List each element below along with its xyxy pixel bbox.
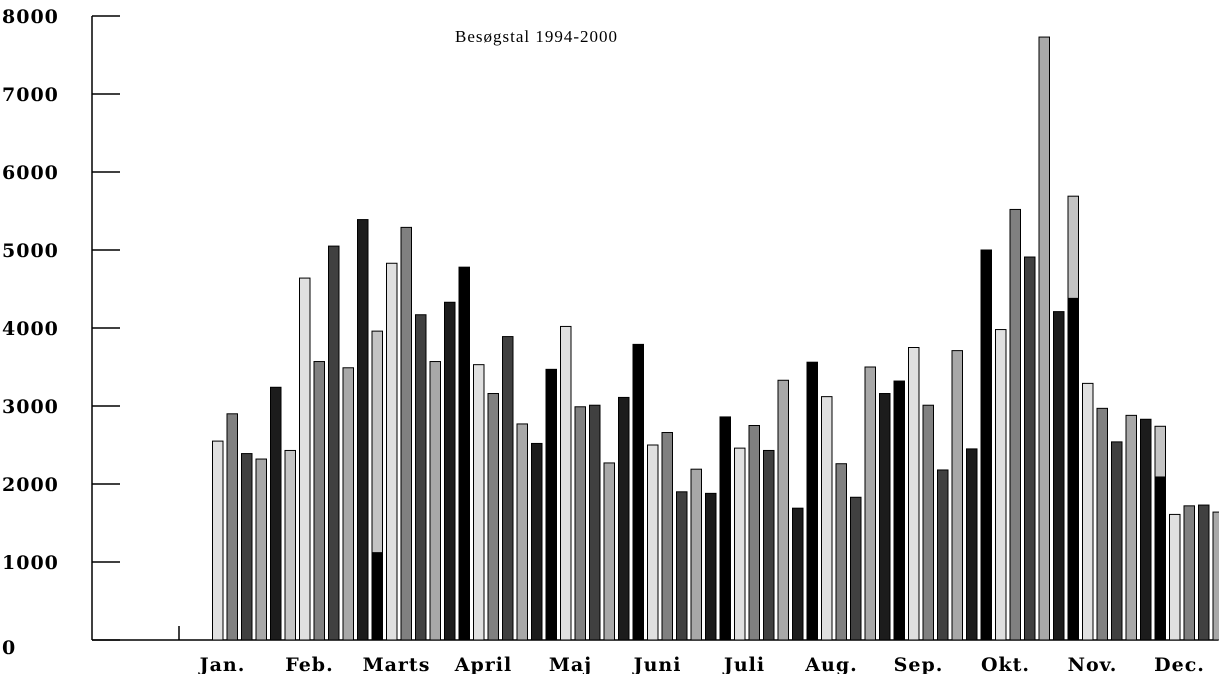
x-category-label: Aug. — [804, 654, 857, 674]
bar — [1169, 513, 1181, 641]
bar — [792, 507, 804, 641]
bar — [415, 314, 427, 641]
y-tick-label: 3000 — [2, 396, 59, 418]
bar — [357, 219, 369, 641]
y-tick-label: 8000 — [2, 6, 59, 28]
bar — [1183, 505, 1195, 641]
chart-title: Besøgstal 1994-2000 — [455, 27, 618, 46]
x-category-label: Feb. — [285, 654, 333, 674]
bar — [763, 449, 775, 641]
bar — [1067, 297, 1079, 641]
x-category-label: Juni — [632, 654, 682, 674]
bar — [705, 492, 717, 641]
bar — [400, 226, 412, 641]
bar — [386, 262, 398, 641]
bar — [328, 245, 340, 641]
bar — [371, 552, 383, 641]
bar — [850, 496, 862, 641]
bar — [1082, 382, 1094, 641]
y-tick-label: 2000 — [2, 474, 59, 496]
y-tick-label: 0 — [2, 637, 16, 659]
bar — [545, 368, 557, 641]
bar — [690, 468, 702, 641]
x-category-label: Okt. — [981, 654, 1030, 674]
bar — [270, 386, 282, 641]
bar — [879, 393, 891, 641]
bar — [531, 442, 543, 641]
bar — [444, 301, 456, 641]
bar — [1053, 311, 1065, 641]
bar — [632, 343, 644, 641]
y-tick-label: 5000 — [2, 240, 59, 262]
bar — [502, 336, 514, 641]
x-category-label: Sep. — [894, 654, 944, 674]
x-category-label: Marts — [363, 654, 431, 674]
y-tick-label: 4000 — [2, 318, 59, 340]
x-category-label: April — [454, 654, 512, 674]
bar — [226, 413, 238, 641]
x-category-label: Juli — [722, 654, 765, 674]
bar — [777, 379, 789, 641]
bar — [284, 449, 296, 641]
bar — [255, 458, 267, 641]
y-tick-label: 1000 — [2, 552, 59, 574]
bar — [1009, 208, 1021, 641]
bar — [966, 448, 978, 641]
bar — [748, 425, 760, 641]
bar — [922, 404, 934, 641]
bar — [342, 367, 354, 641]
x-category-label: Nov. — [1068, 654, 1118, 674]
y-tick-label: 6000 — [2, 162, 59, 184]
bar — [647, 444, 659, 641]
bar — [908, 347, 920, 641]
bar — [618, 396, 630, 641]
bar — [313, 361, 325, 641]
bar — [516, 423, 528, 641]
bar — [1212, 511, 1219, 641]
bar — [473, 364, 485, 641]
bar — [1111, 441, 1123, 641]
bar — [458, 266, 470, 641]
bar — [1096, 407, 1108, 641]
bar — [719, 416, 731, 641]
bar — [806, 361, 818, 641]
bar — [299, 277, 311, 641]
bar — [951, 350, 963, 641]
bar — [1038, 36, 1050, 641]
bar — [835, 463, 847, 641]
y-axis: 0 1000 2000 3000 4000 5000 6000 7000 8000 — [2, 6, 120, 659]
bar — [1125, 414, 1137, 641]
bar — [241, 453, 253, 641]
bar — [821, 396, 833, 641]
bar — [661, 432, 673, 641]
bar — [560, 325, 572, 641]
bar — [589, 404, 601, 641]
bar — [676, 491, 688, 641]
bar — [1140, 418, 1152, 641]
bar — [734, 447, 746, 641]
bar — [574, 406, 586, 641]
bar — [487, 393, 499, 641]
bars — [212, 36, 1219, 641]
bar — [1198, 504, 1210, 641]
y-tick-label: 7000 — [2, 84, 59, 106]
bar — [429, 361, 441, 641]
bar — [1154, 476, 1166, 641]
bar — [995, 329, 1007, 641]
x-category-label: Maj — [549, 654, 592, 674]
bar — [893, 380, 905, 641]
bar — [937, 469, 949, 641]
bar — [603, 462, 615, 641]
x-category-label: Jan. — [198, 654, 246, 674]
x-category-label: Dec. — [1154, 654, 1205, 674]
bar — [1024, 256, 1036, 641]
bar — [212, 440, 224, 641]
bar — [980, 249, 992, 641]
bar — [864, 366, 876, 641]
